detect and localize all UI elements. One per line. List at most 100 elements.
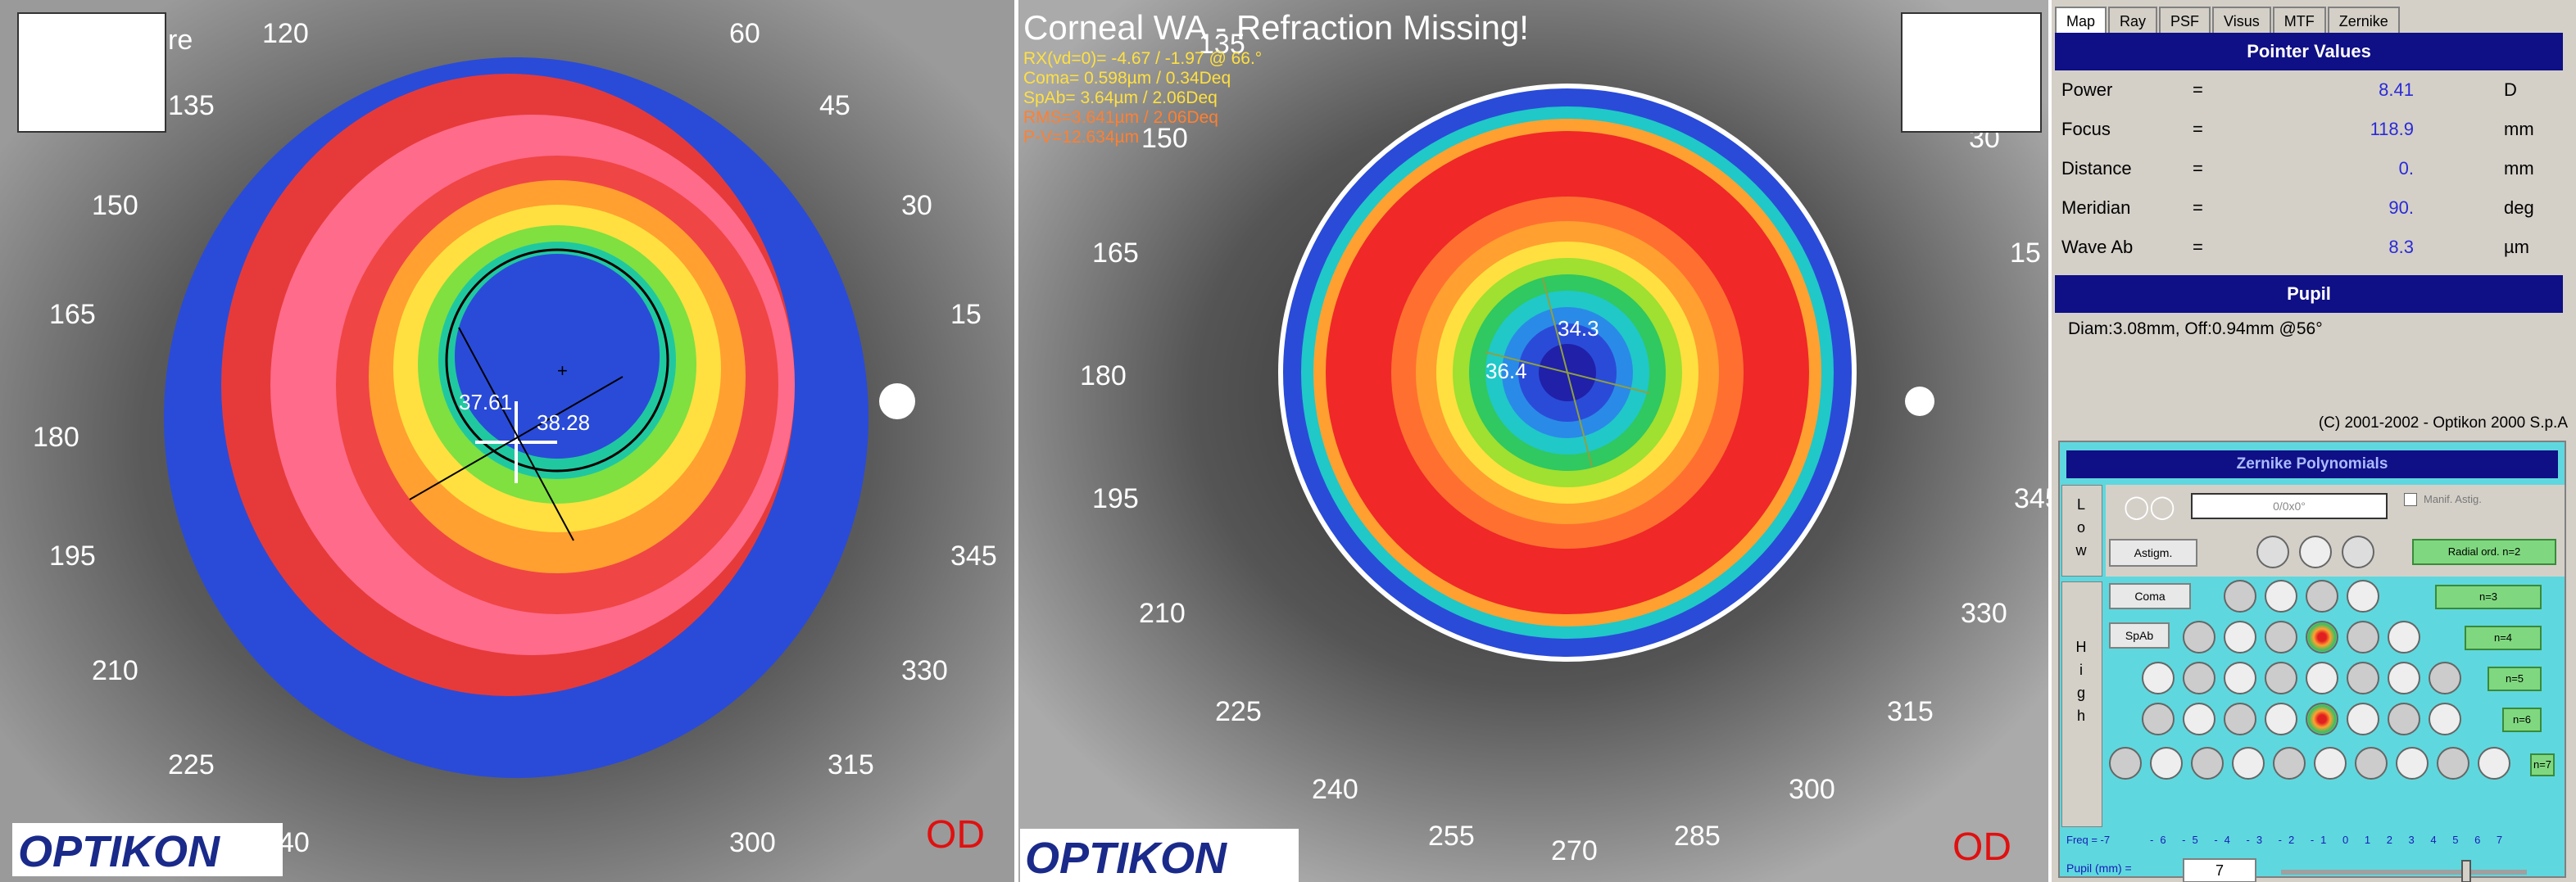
pointer-row-distance: Distance = 0. mm [2061,152,2563,185]
topography-map[interactable]: 37.61 38.28 + 120 60 135 45 150 30 165 1… [0,0,1014,882]
axis-label: 240 [1312,774,1358,805]
zernike-term-icon[interactable] [2347,580,2379,613]
logo-bg [12,823,283,876]
view-tabs: Map Ray PSF Visus MTF Zernike [2055,7,2401,34]
zernike-astig2-icon[interactable] [2342,536,2374,568]
tab-map[interactable]: Map [2055,7,2107,34]
zernike-astig-icon[interactable] [2256,536,2289,568]
map-title: Corneal WA - Refraction Missing! [1023,8,1529,47]
zernike-term-icon[interactable] [2347,662,2379,694]
pupil-slider-thumb[interactable] [2461,860,2471,882]
tab-mtf[interactable]: MTF [2272,7,2326,34]
zernike-spab2-icon[interactable] [2306,703,2338,735]
zernike-term-icon[interactable] [2388,662,2420,694]
zernike-term-icon[interactable] [2273,747,2306,780]
astig-field[interactable]: 0/0x0° [2191,493,2388,519]
zernike-term-icon[interactable] [2396,747,2429,780]
tab-ray[interactable]: Ray [2108,7,2158,34]
title-box [17,12,166,133]
freq-numbers: -6 -5 -4 -3 -2 -1 0 1 2 3 4 5 6 7 [2150,834,2510,846]
zernike-term-icon[interactable] [2224,662,2256,694]
pointer-label: Focus [2061,119,2111,139]
order-n6-button[interactable]: n=6 [2502,708,2542,732]
pupil-slider-track[interactable] [2281,870,2527,875]
zernike-term-icon[interactable] [2109,747,2142,780]
zernike-term-icon[interactable] [2265,662,2297,694]
zernike-term-icon[interactable] [2265,621,2297,654]
manif-astig-checkbox[interactable] [2404,493,2417,506]
tab-psf[interactable]: PSF [2159,7,2211,34]
zernike-term-icon[interactable] [2150,747,2183,780]
zernike-term-icon[interactable] [2306,662,2338,694]
low-label-box [2061,485,2102,577]
zernike-term-icon[interactable] [2265,580,2297,613]
axis-label: 40 [279,827,310,858]
copyright: (C) 2001-2002 - Optikon 2000 S.p.A [2318,414,2568,432]
zernike-term-icon[interactable] [2306,580,2338,613]
title-fragment: re [168,25,193,56]
spab-button[interactable]: SpAb [2109,622,2170,649]
zernike-term-icon[interactable] [2224,580,2256,613]
order-n7-button[interactable]: n=7 [2530,753,2555,776]
wavefront-map-panel[interactable]: 34.3 36.4 135 30 150 15 165 180 195 345 … [1018,0,2048,882]
axis-label: 135 [1199,29,1245,60]
zernike-term-icon[interactable] [2429,703,2461,735]
zernike-term-icon[interactable] [2183,662,2215,694]
pointer-value: 0. [2398,158,2414,179]
axis-label: 165 [49,299,96,330]
zernike-term-icon[interactable] [2183,703,2215,735]
astigm-button[interactable]: Astigm. [2109,539,2197,567]
axis-label: 165 [1092,237,1139,269]
zernike-term-icon[interactable] [2142,662,2175,694]
pupil-info: Diam:3.08mm, Off:0.94mm @56° [2068,319,2323,338]
zernike-term-icon[interactable] [2437,747,2469,780]
tab-zernike[interactable]: Zernike [2327,7,2400,34]
zernike-term-icon[interactable] [2478,747,2510,780]
low-letter: L [2076,496,2085,513]
zernike-term-icon[interactable] [2388,703,2420,735]
info-rx: RX(vd=0)= -4.67 / -1.97 @ 66.° [1023,49,1262,68]
info-coma: Coma= 0.598µm / 0.34Deq [1023,69,1231,88]
zernike-term-icon[interactable] [2347,621,2379,654]
corneal-reflex [879,383,915,419]
axis-label: 195 [1092,483,1139,514]
zernike-term-icon[interactable] [2314,747,2347,780]
zernike-term-icon[interactable] [2429,662,2461,694]
center-value-2: 36.4 [1485,359,1527,383]
axis-label: 150 [92,190,138,221]
zernike-term-icon[interactable] [2224,703,2256,735]
tab-visus[interactable]: Visus [2212,7,2271,34]
coma-button[interactable]: Coma [2109,583,2191,609]
zernike-term-icon[interactable] [2142,703,2175,735]
zernike-term-icon[interactable] [2232,747,2265,780]
pointer-label: Wave Ab [2061,237,2134,257]
axis-label: 195 [49,541,96,572]
cursor-value-1: 37.61 [459,390,512,414]
zernike-term-icon[interactable] [2388,621,2420,654]
zernike-term-icon[interactable] [2191,747,2224,780]
order-n3-button[interactable]: n=3 [2435,585,2542,609]
topography-map-panel[interactable]: 37.61 38.28 + 120 60 135 45 150 30 165 1… [0,0,1014,882]
order-n5-button[interactable]: n=5 [2488,667,2542,691]
axis-label: 255 [1428,821,1475,852]
pupil-mm-field[interactable]: 7 [2183,858,2256,882]
center-mark: + [557,360,568,381]
zernike-term-icon[interactable] [2183,621,2215,654]
radial-order-button[interactable]: Radial ord. n=2 [2412,539,2556,565]
zernike-term-icon[interactable] [2355,747,2388,780]
order-n4-button[interactable]: n=4 [2465,626,2542,650]
wavefront-map[interactable]: 34.3 36.4 135 30 150 15 165 180 195 345 … [1018,0,2048,882]
zernike-term-icon[interactable] [2265,703,2297,735]
zernike-term-icon[interactable] [2347,703,2379,735]
pointer-row-focus: Focus = 118.9 mm [2061,113,2563,146]
zernike-spab-icon[interactable] [2306,621,2338,654]
zernike-defocus-icon[interactable] [2299,536,2332,568]
zernike-term-icon[interactable] [2224,621,2256,654]
info-pv: P-V=12.634µm [1023,128,1139,147]
pointer-eq: = [2193,79,2203,100]
pointer-unit: mm [2504,158,2534,179]
axis-label: 270 [1551,835,1598,866]
axis-label: 15 [950,299,982,330]
info-spab: SpAb= 3.64µm / 2.06Deq [1023,88,1218,107]
corneal-reflex [1905,387,1934,416]
